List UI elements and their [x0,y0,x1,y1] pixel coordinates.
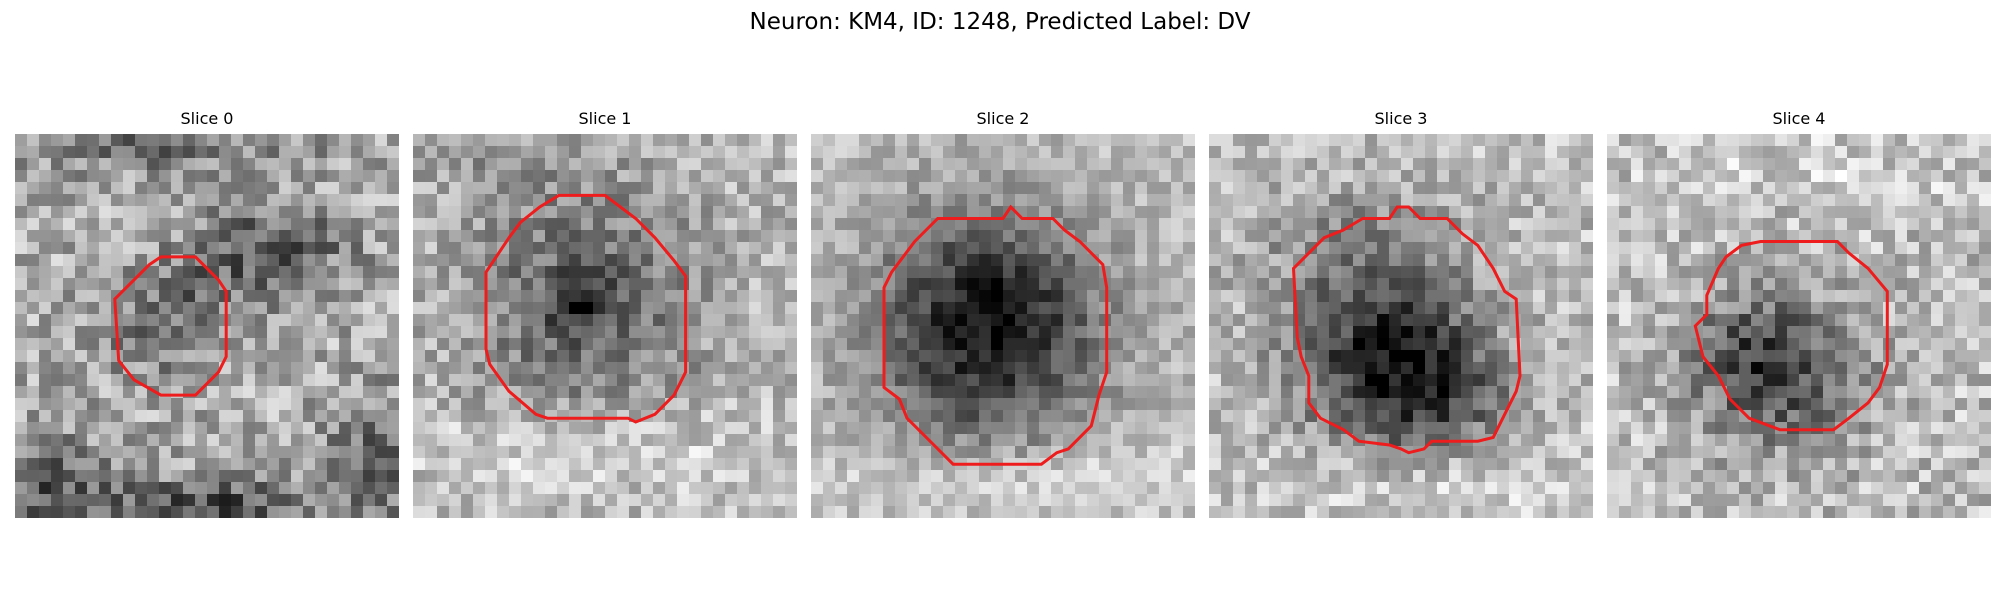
slice-image [413,134,797,518]
slice-title: Slice 3 [1374,109,1428,128]
pixel-grid [15,134,399,518]
slice-panel-3: Slice 3 [1209,108,1593,520]
slice-panel-0: Slice 0 [15,108,399,520]
roi-contour [1693,240,1889,432]
roi-contour [1291,205,1522,455]
slice-title: Slice 1 [578,109,632,128]
pixel-grid [1607,134,1991,518]
slice-panel-2: Slice 2 [811,108,1195,520]
slice-image [1607,134,1991,518]
slice-panel-1: Slice 1 [413,108,797,520]
roi-contour [882,204,1109,466]
slice-image-canvas [15,134,399,518]
slice-image-canvas [1607,134,1991,518]
slice-panel-4: Slice 4 [1607,108,1991,520]
slice-title: Slice 4 [1772,109,1826,128]
pixel-grid [811,134,1195,518]
roi-contour [484,193,688,424]
slice-image [811,134,1195,518]
figure-title: Neuron: KM4, ID: 1248, Predicted Label: … [749,9,1251,35]
slice-image-canvas [413,134,797,518]
slice-image [1209,134,1593,518]
slice-title: Slice 0 [180,109,234,128]
pixel-grid [413,134,797,518]
slice-title: Slice 2 [976,109,1030,128]
slice-image-canvas [1209,134,1593,518]
pixel-grid [1209,134,1593,518]
slice-image [15,134,399,518]
slice-image-canvas [811,134,1195,518]
roi-contour [113,255,228,397]
